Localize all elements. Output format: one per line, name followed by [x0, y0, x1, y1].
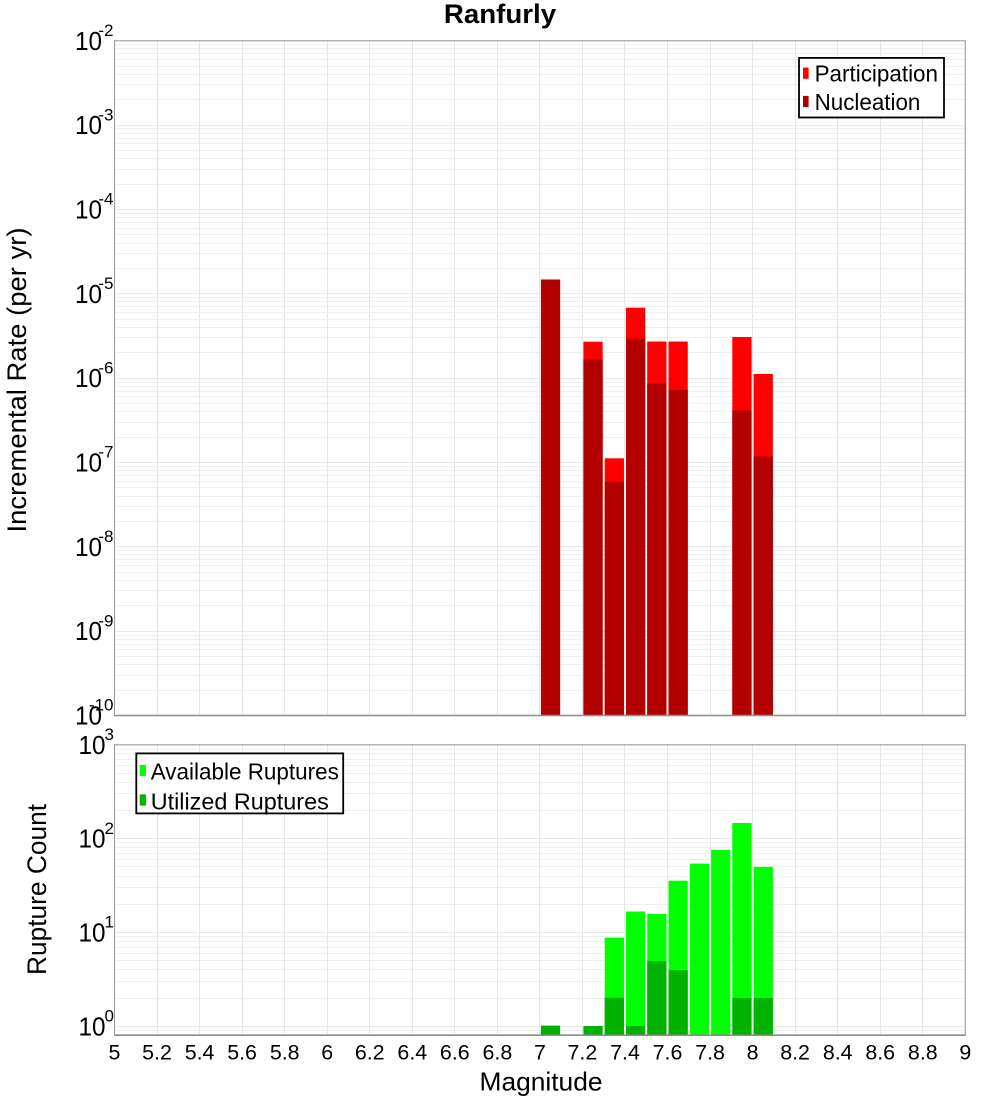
svg-text:Participation: Participation [815, 61, 938, 87]
svg-text:3: 3 [105, 725, 114, 744]
svg-text:10: 10 [75, 110, 102, 140]
svg-text:10: 10 [75, 279, 102, 309]
svg-text:5.2: 5.2 [142, 1041, 172, 1065]
svg-text:10: 10 [75, 532, 102, 562]
svg-text:Rupture Count: Rupture Count [22, 804, 52, 975]
svg-text:10: 10 [79, 1011, 106, 1041]
svg-text:7.6: 7.6 [653, 1041, 683, 1065]
svg-text:10: 10 [79, 730, 106, 760]
svg-text:8.2: 8.2 [780, 1041, 810, 1065]
svg-text:Magnitude: Magnitude [480, 1067, 603, 1097]
svg-text:9: 9 [959, 1041, 971, 1065]
svg-text:-2: -2 [98, 21, 113, 40]
svg-text:5: 5 [109, 1041, 121, 1065]
svg-text:-5: -5 [98, 274, 113, 293]
svg-text:5.8: 5.8 [270, 1041, 300, 1065]
svg-text:Ranfurly: Ranfurly [444, 0, 556, 29]
svg-text:10: 10 [75, 26, 102, 56]
svg-text:6.2: 6.2 [355, 1041, 385, 1065]
svg-text:-10: -10 [89, 696, 114, 715]
svg-text:10: 10 [79, 918, 106, 948]
svg-text:6.6: 6.6 [440, 1041, 470, 1065]
svg-text:8.6: 8.6 [865, 1041, 895, 1065]
svg-text:8: 8 [747, 1041, 759, 1065]
svg-text:8.4: 8.4 [823, 1041, 853, 1065]
svg-text:10: 10 [79, 824, 106, 854]
svg-text:Incremental Rate (per yr): Incremental Rate (per yr) [2, 228, 32, 533]
svg-text:-9: -9 [98, 611, 113, 630]
svg-text:7.8: 7.8 [695, 1041, 725, 1065]
svg-text:10: 10 [75, 448, 102, 478]
svg-text:7: 7 [534, 1041, 546, 1065]
svg-text:10: 10 [75, 195, 102, 225]
svg-text:10: 10 [75, 363, 102, 393]
svg-text:Nucleation: Nucleation [815, 89, 921, 115]
svg-text:-8: -8 [98, 527, 113, 546]
svg-text:2: 2 [105, 819, 114, 838]
svg-text:6.8: 6.8 [483, 1041, 513, 1065]
svg-text:Available Ruptures: Available Ruptures [151, 758, 339, 784]
svg-text:10: 10 [75, 616, 102, 646]
svg-text:Utilized Ruptures: Utilized Ruptures [151, 788, 329, 814]
svg-text:-3: -3 [98, 105, 113, 124]
svg-text:0: 0 [105, 1007, 114, 1026]
svg-text:7.2: 7.2 [568, 1041, 598, 1065]
svg-text:10: 10 [75, 701, 102, 731]
svg-text:-6: -6 [98, 358, 113, 377]
svg-text:-4: -4 [98, 190, 113, 209]
svg-text:1: 1 [105, 913, 114, 932]
svg-text:-7: -7 [98, 443, 113, 462]
svg-text:6: 6 [321, 1041, 333, 1065]
svg-text:5.4: 5.4 [185, 1041, 215, 1065]
svg-text:8.8: 8.8 [908, 1041, 938, 1065]
svg-text:6.4: 6.4 [397, 1041, 427, 1065]
svg-text:5.6: 5.6 [227, 1041, 257, 1065]
svg-text:7.4: 7.4 [610, 1041, 640, 1065]
